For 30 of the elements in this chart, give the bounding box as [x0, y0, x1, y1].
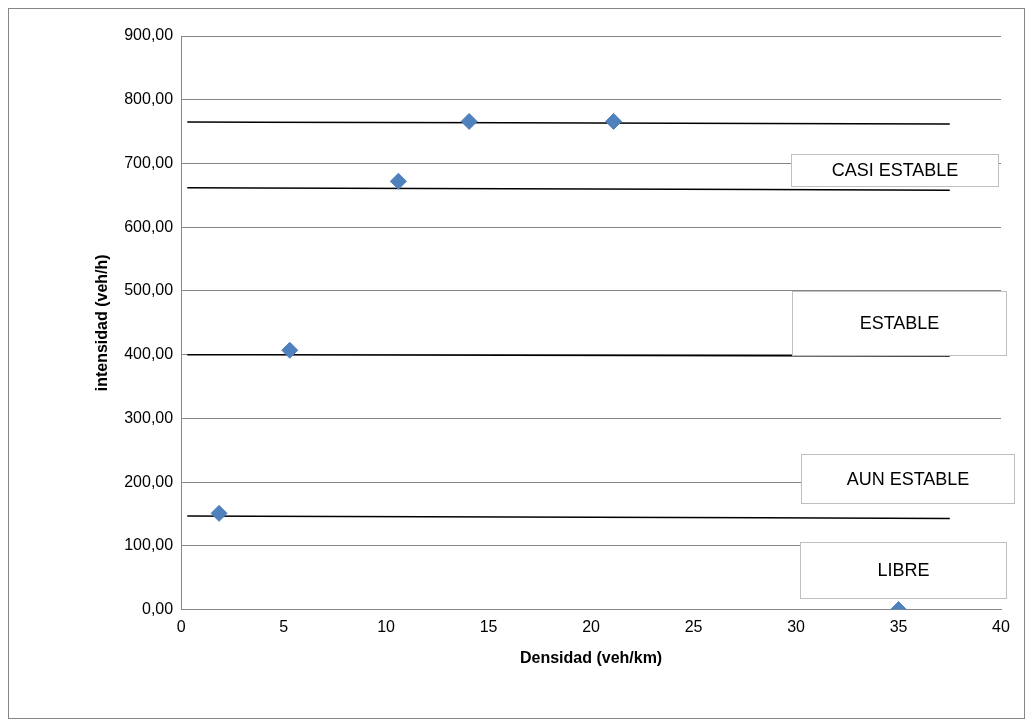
y-tick-label: 0,00	[142, 600, 174, 618]
point	[460, 112, 478, 130]
point	[210, 504, 228, 522]
x-tick-label: 35	[889, 617, 908, 635]
point	[605, 112, 623, 130]
text-box: LIBRE	[800, 542, 1007, 599]
y-tick-label: 900,00	[124, 26, 174, 44]
y-tick-label: 400,00	[124, 345, 174, 363]
x-tick-label: 30	[787, 617, 806, 635]
x-tick-label: 40	[992, 617, 1010, 635]
x-tick-label: 10	[377, 617, 396, 635]
point	[281, 341, 299, 359]
y-tick-label: 300,00	[124, 408, 174, 426]
x-tick-label: 5	[279, 617, 289, 635]
text-box: CASI ESTABLE	[791, 154, 999, 187]
x-tick-label: 0	[176, 617, 186, 635]
y-tick-label: 700,00	[124, 153, 174, 171]
y-tick-label: 100,00	[124, 536, 174, 554]
text-box: ESTABLE	[792, 291, 1007, 356]
x-axis-title: Densidad (veh/km)	[519, 648, 663, 666]
text-box: AUN ESTABLE	[801, 454, 1015, 504]
x-tick-label: 15	[479, 617, 498, 635]
point	[389, 172, 407, 190]
y-axis-title: intensidad (veh/h)	[93, 254, 111, 392]
y-tick-label: 600,00	[124, 217, 174, 235]
y-tick-label: 800,00	[124, 90, 174, 108]
y-tick-label: 200,00	[124, 472, 174, 490]
y-tick-label: 500,00	[124, 281, 174, 299]
x-tick-label: 25	[684, 617, 703, 635]
x-tick-label: 20	[582, 617, 601, 635]
